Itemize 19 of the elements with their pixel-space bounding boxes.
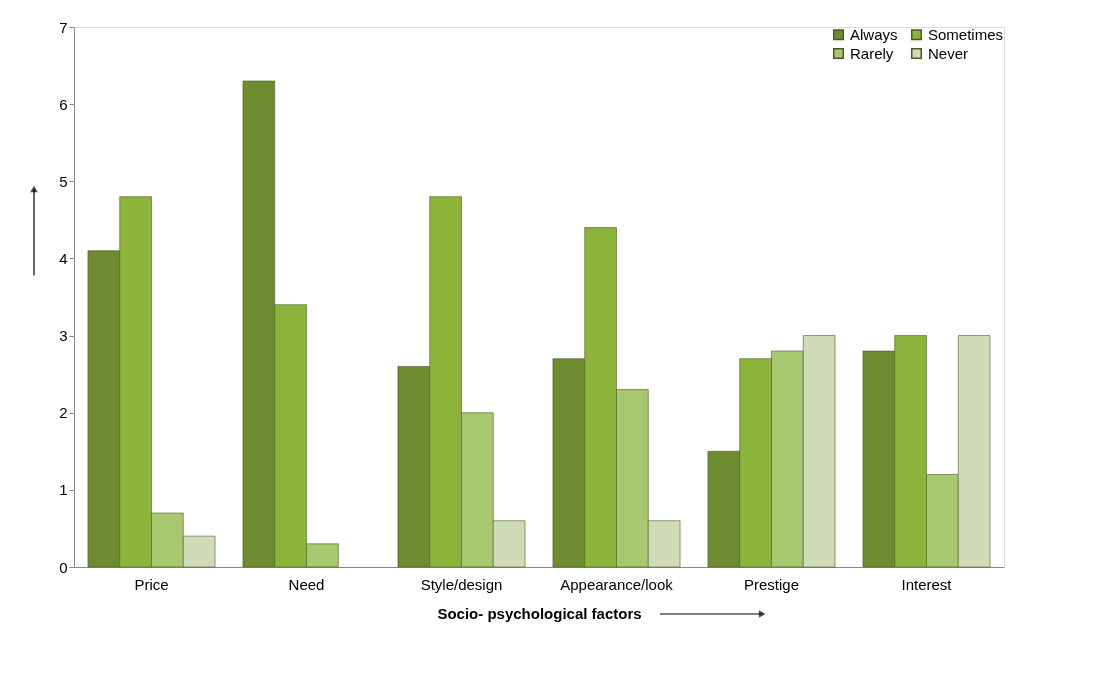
y-tick-label: 6	[59, 95, 68, 113]
x-tick-label: Prestige	[743, 575, 800, 593]
x-axis-title: Socio- psychological factors	[437, 604, 642, 622]
x-tick-label: Interest	[901, 575, 953, 593]
legend-label: Never	[928, 44, 969, 62]
x-tick-label: Style/design	[420, 575, 503, 593]
y-tick-label: 5	[59, 172, 68, 190]
y-tick-label: 1	[59, 481, 68, 499]
legend-label: Rarely	[850, 44, 894, 62]
y-tick-label: 0	[59, 558, 68, 576]
y-tick-label: 3	[59, 327, 68, 345]
y-tick-label: 4	[59, 249, 68, 267]
x-tick-label: Price	[134, 575, 169, 593]
y-tick-label: 2	[59, 404, 68, 422]
y-tick-label: 7	[59, 18, 68, 36]
legend-label: Always	[850, 25, 898, 43]
x-tick-label: Need	[288, 575, 325, 593]
x-tick-label: Appearance/look	[560, 575, 674, 593]
legend-label: Sometimes	[928, 25, 1004, 43]
